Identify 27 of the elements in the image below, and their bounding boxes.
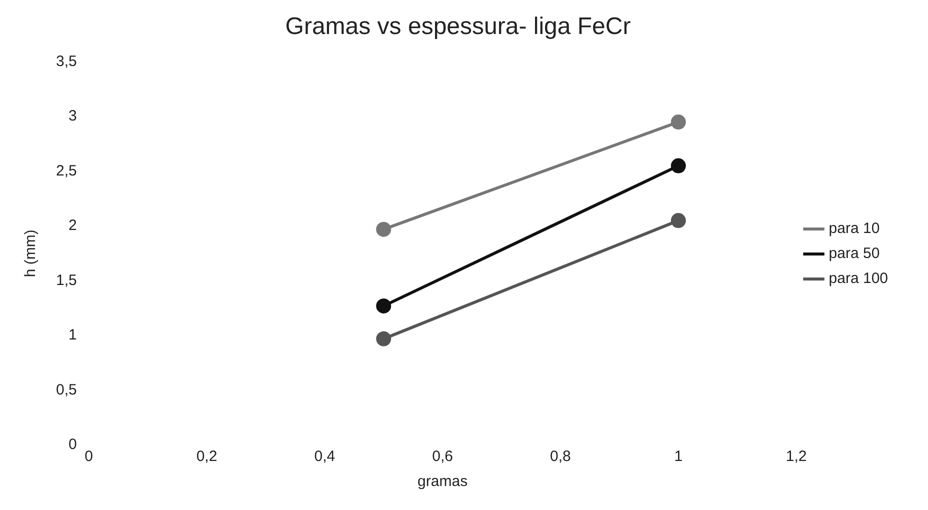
x-tick-label: 0 [84, 448, 94, 466]
point [670, 158, 686, 174]
y-tick-label: 1 [68, 326, 77, 344]
point [670, 114, 686, 130]
x-tick-label: 1 [674, 448, 683, 466]
y-tick-label: 2,5 [56, 162, 77, 180]
x-tick-label: 0,4 [314, 448, 336, 466]
y-tick-label: 3 [68, 108, 77, 125]
x-tick-label: 0,2 [196, 448, 218, 466]
y-tick-label: 1,5 [56, 272, 77, 289]
legend-label: para 10 [828, 220, 880, 238]
y-axis-title: h (mm) [22, 230, 40, 278]
point [376, 298, 392, 314]
x-tick-label: 1,2 [786, 448, 807, 466]
x-tick-label: 0,8 [550, 448, 571, 466]
point [376, 222, 392, 237]
x-tick-label: 0,6 [432, 448, 453, 466]
x-axis-title: gramas [418, 473, 468, 490]
y-tick-label: 0,5 [56, 381, 77, 398]
legend-label: para 50 [828, 245, 880, 262]
point [670, 213, 686, 228]
legend-label: para 100 [828, 270, 888, 288]
chart-title: Gramas vs espessura- liga FeCr [285, 13, 631, 40]
y-tick-label: 3,5 [56, 52, 77, 70]
y-tick-label: 2 [68, 217, 77, 234]
y-tick-label: 0 [68, 436, 77, 454]
point [376, 331, 392, 346]
